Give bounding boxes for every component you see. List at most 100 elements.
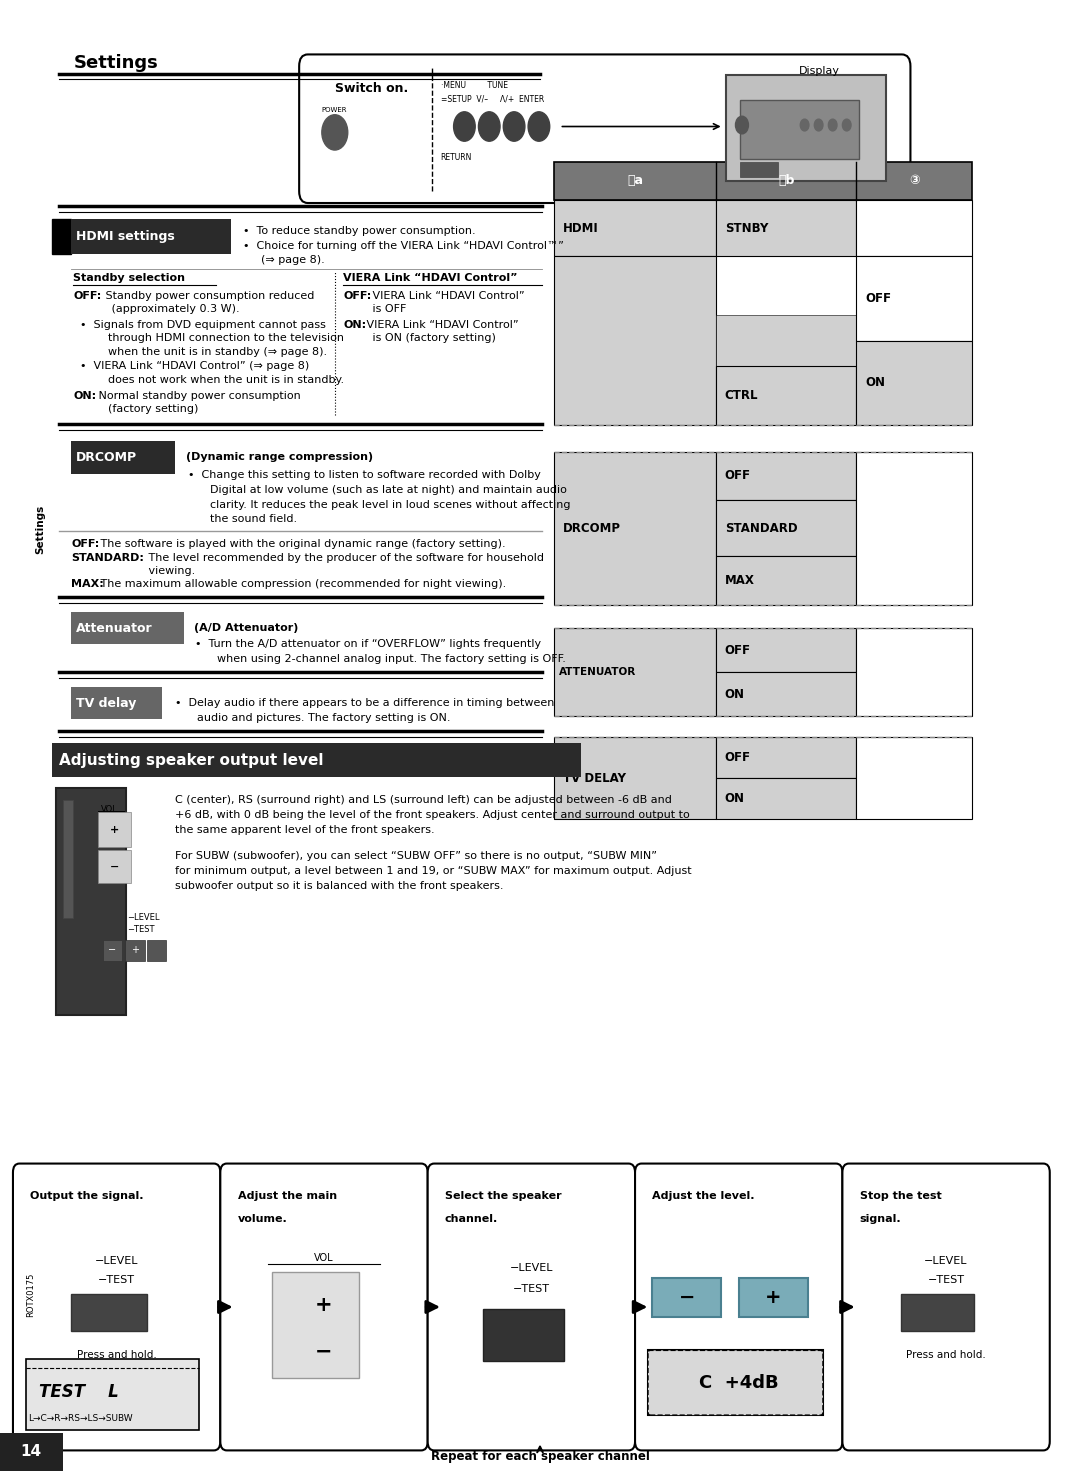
Text: clarity. It reduces the peak level in loud scenes without affecting: clarity. It reduces the peak level in lo… (210, 500, 570, 509)
Text: HDMI: HDMI (563, 222, 598, 234)
Text: Settings: Settings (35, 505, 45, 555)
Text: Output the signal.: Output the signal. (30, 1192, 144, 1200)
Bar (125, 940, 145, 961)
Text: −: − (108, 946, 117, 955)
Bar (716, 315, 856, 425)
Text: Switch on.: Switch on. (335, 82, 408, 94)
Text: −: − (678, 1289, 696, 1306)
Text: •  Turn the A/D attenuator on if “OVERFLOW” lights frequently: • Turn the A/D attenuator on if “OVERFLO… (195, 640, 541, 649)
Circle shape (800, 119, 809, 131)
Text: C (center), RS (surround right) and LS (surround left) can be adjusted between -: C (center), RS (surround right) and LS (… (175, 796, 672, 805)
Text: •  VIERA Link “HDAVI Control” (⇒ page 8): • VIERA Link “HDAVI Control” (⇒ page 8) (80, 362, 309, 371)
Text: OFF:: OFF: (73, 291, 102, 300)
Bar (716, 628, 856, 672)
Bar (856, 628, 972, 716)
Text: −: − (315, 1342, 333, 1362)
Text: subwoofer output so it is balanced with the front speakers.: subwoofer output so it is balanced with … (175, 881, 503, 890)
Text: OFF: OFF (725, 469, 751, 482)
Bar (147, 940, 166, 961)
Text: is ON (factory setting): is ON (factory setting) (369, 334, 496, 343)
Text: VIERA Link “HDAVI Control”: VIERA Link “HDAVI Control” (363, 321, 518, 330)
Text: Ⓐb: Ⓐb (778, 175, 795, 187)
Text: the same apparent level of the front speakers.: the same apparent level of the front spe… (175, 825, 434, 834)
Text: Settings: Settings (73, 54, 158, 72)
Circle shape (528, 112, 550, 141)
Text: −LEVEL: −LEVEL (127, 913, 160, 922)
Bar (554, 628, 716, 716)
Text: Adjust the main: Adjust the main (238, 1192, 337, 1200)
Text: VOL: VOL (100, 805, 118, 813)
Bar (716, 778, 856, 819)
Bar (71, 1294, 147, 1331)
Text: (⇒ page 8).: (⇒ page 8). (261, 256, 325, 265)
Bar (554, 716, 972, 737)
Circle shape (454, 112, 475, 141)
Text: OFF: OFF (865, 291, 891, 304)
Text: −TEST: −TEST (127, 925, 154, 934)
Text: Standby selection: Standby selection (73, 274, 186, 282)
FancyBboxPatch shape (220, 1164, 428, 1450)
Text: •  Delay audio if there appears to be a difference in timing between: • Delay audio if there appears to be a d… (175, 699, 554, 708)
Bar (52, 219, 71, 254)
Text: L→C→R→RS→LS→SUBW: L→C→R→RS→LS→SUBW (28, 1414, 133, 1422)
Text: ATTENUATOR: ATTENUATOR (559, 668, 637, 677)
Text: OFF: OFF (725, 644, 751, 656)
Text: Standby power consumption reduced: Standby power consumption reduced (102, 291, 314, 300)
Text: volume.: volume. (238, 1215, 287, 1224)
Bar (71, 687, 162, 719)
Text: Adjusting speaker output level: Adjusting speaker output level (59, 753, 324, 768)
Text: −TEST: −TEST (928, 1275, 964, 1284)
Text: OFF:: OFF: (343, 291, 372, 300)
FancyBboxPatch shape (648, 1350, 823, 1415)
Text: For SUBW (subwoofer), you can select “SUBW OFF” so there is no output, “SUBW MIN: For SUBW (subwoofer), you can select “SU… (175, 852, 657, 861)
Text: RETURN: RETURN (441, 153, 472, 162)
Text: audio and pictures. The factory setting is ON.: audio and pictures. The factory setting … (197, 713, 450, 722)
Text: Digital at low volume (such as late at night) and maintain audio: Digital at low volume (such as late at n… (210, 485, 566, 494)
Text: when the unit is in standby (⇒ page 8).: when the unit is in standby (⇒ page 8). (108, 347, 327, 356)
Text: TV delay: TV delay (76, 697, 136, 709)
Bar (272, 1272, 359, 1378)
Text: The software is played with the original dynamic range (factory setting).: The software is played with the original… (97, 540, 505, 549)
Circle shape (735, 116, 748, 134)
Bar (740, 162, 778, 177)
Circle shape (503, 112, 525, 141)
Circle shape (478, 112, 500, 141)
Text: channel.: channel. (445, 1215, 498, 1224)
Text: The maximum allowable compression (recommended for night viewing).: The maximum allowable compression (recom… (97, 580, 507, 588)
Bar (554, 605, 972, 628)
Bar (716, 737, 856, 778)
Text: ON: ON (865, 377, 886, 390)
Text: Display: Display (799, 66, 840, 75)
Text: +: + (110, 825, 119, 834)
Text: STANDARD:: STANDARD: (71, 553, 144, 562)
Bar (739, 1278, 808, 1317)
Bar (554, 452, 716, 605)
FancyBboxPatch shape (299, 54, 910, 203)
Text: is OFF: is OFF (369, 304, 407, 313)
Text: Ⓐa: Ⓐa (627, 175, 643, 187)
Text: HDMI settings: HDMI settings (76, 231, 174, 243)
Bar (71, 441, 175, 474)
Text: through HDMI connection to the television: through HDMI connection to the televisio… (108, 334, 345, 343)
Text: (Dynamic range compression): (Dynamic range compression) (186, 453, 373, 462)
Text: does not work when the unit is in standby.: does not work when the unit is in standb… (108, 375, 345, 384)
FancyBboxPatch shape (13, 1164, 220, 1450)
Text: ON: ON (725, 688, 745, 700)
Bar (26, 1359, 199, 1430)
Text: Attenuator: Attenuator (76, 622, 152, 634)
Bar (554, 256, 716, 425)
Bar (483, 1309, 564, 1361)
Bar (98, 812, 131, 847)
Text: −TEST: −TEST (98, 1275, 135, 1284)
Text: (A/D Attenuator): (A/D Attenuator) (194, 624, 299, 633)
Bar (856, 737, 972, 819)
Bar (901, 1294, 974, 1331)
Bar (652, 1278, 721, 1317)
Bar (856, 452, 972, 605)
Bar (56, 788, 126, 1015)
Text: •  Signals from DVD equipment cannot pass: • Signals from DVD equipment cannot pass (80, 321, 326, 330)
Circle shape (828, 119, 837, 131)
Text: Press and hold.: Press and hold. (77, 1350, 157, 1359)
Bar (103, 940, 122, 961)
Bar (740, 100, 859, 159)
